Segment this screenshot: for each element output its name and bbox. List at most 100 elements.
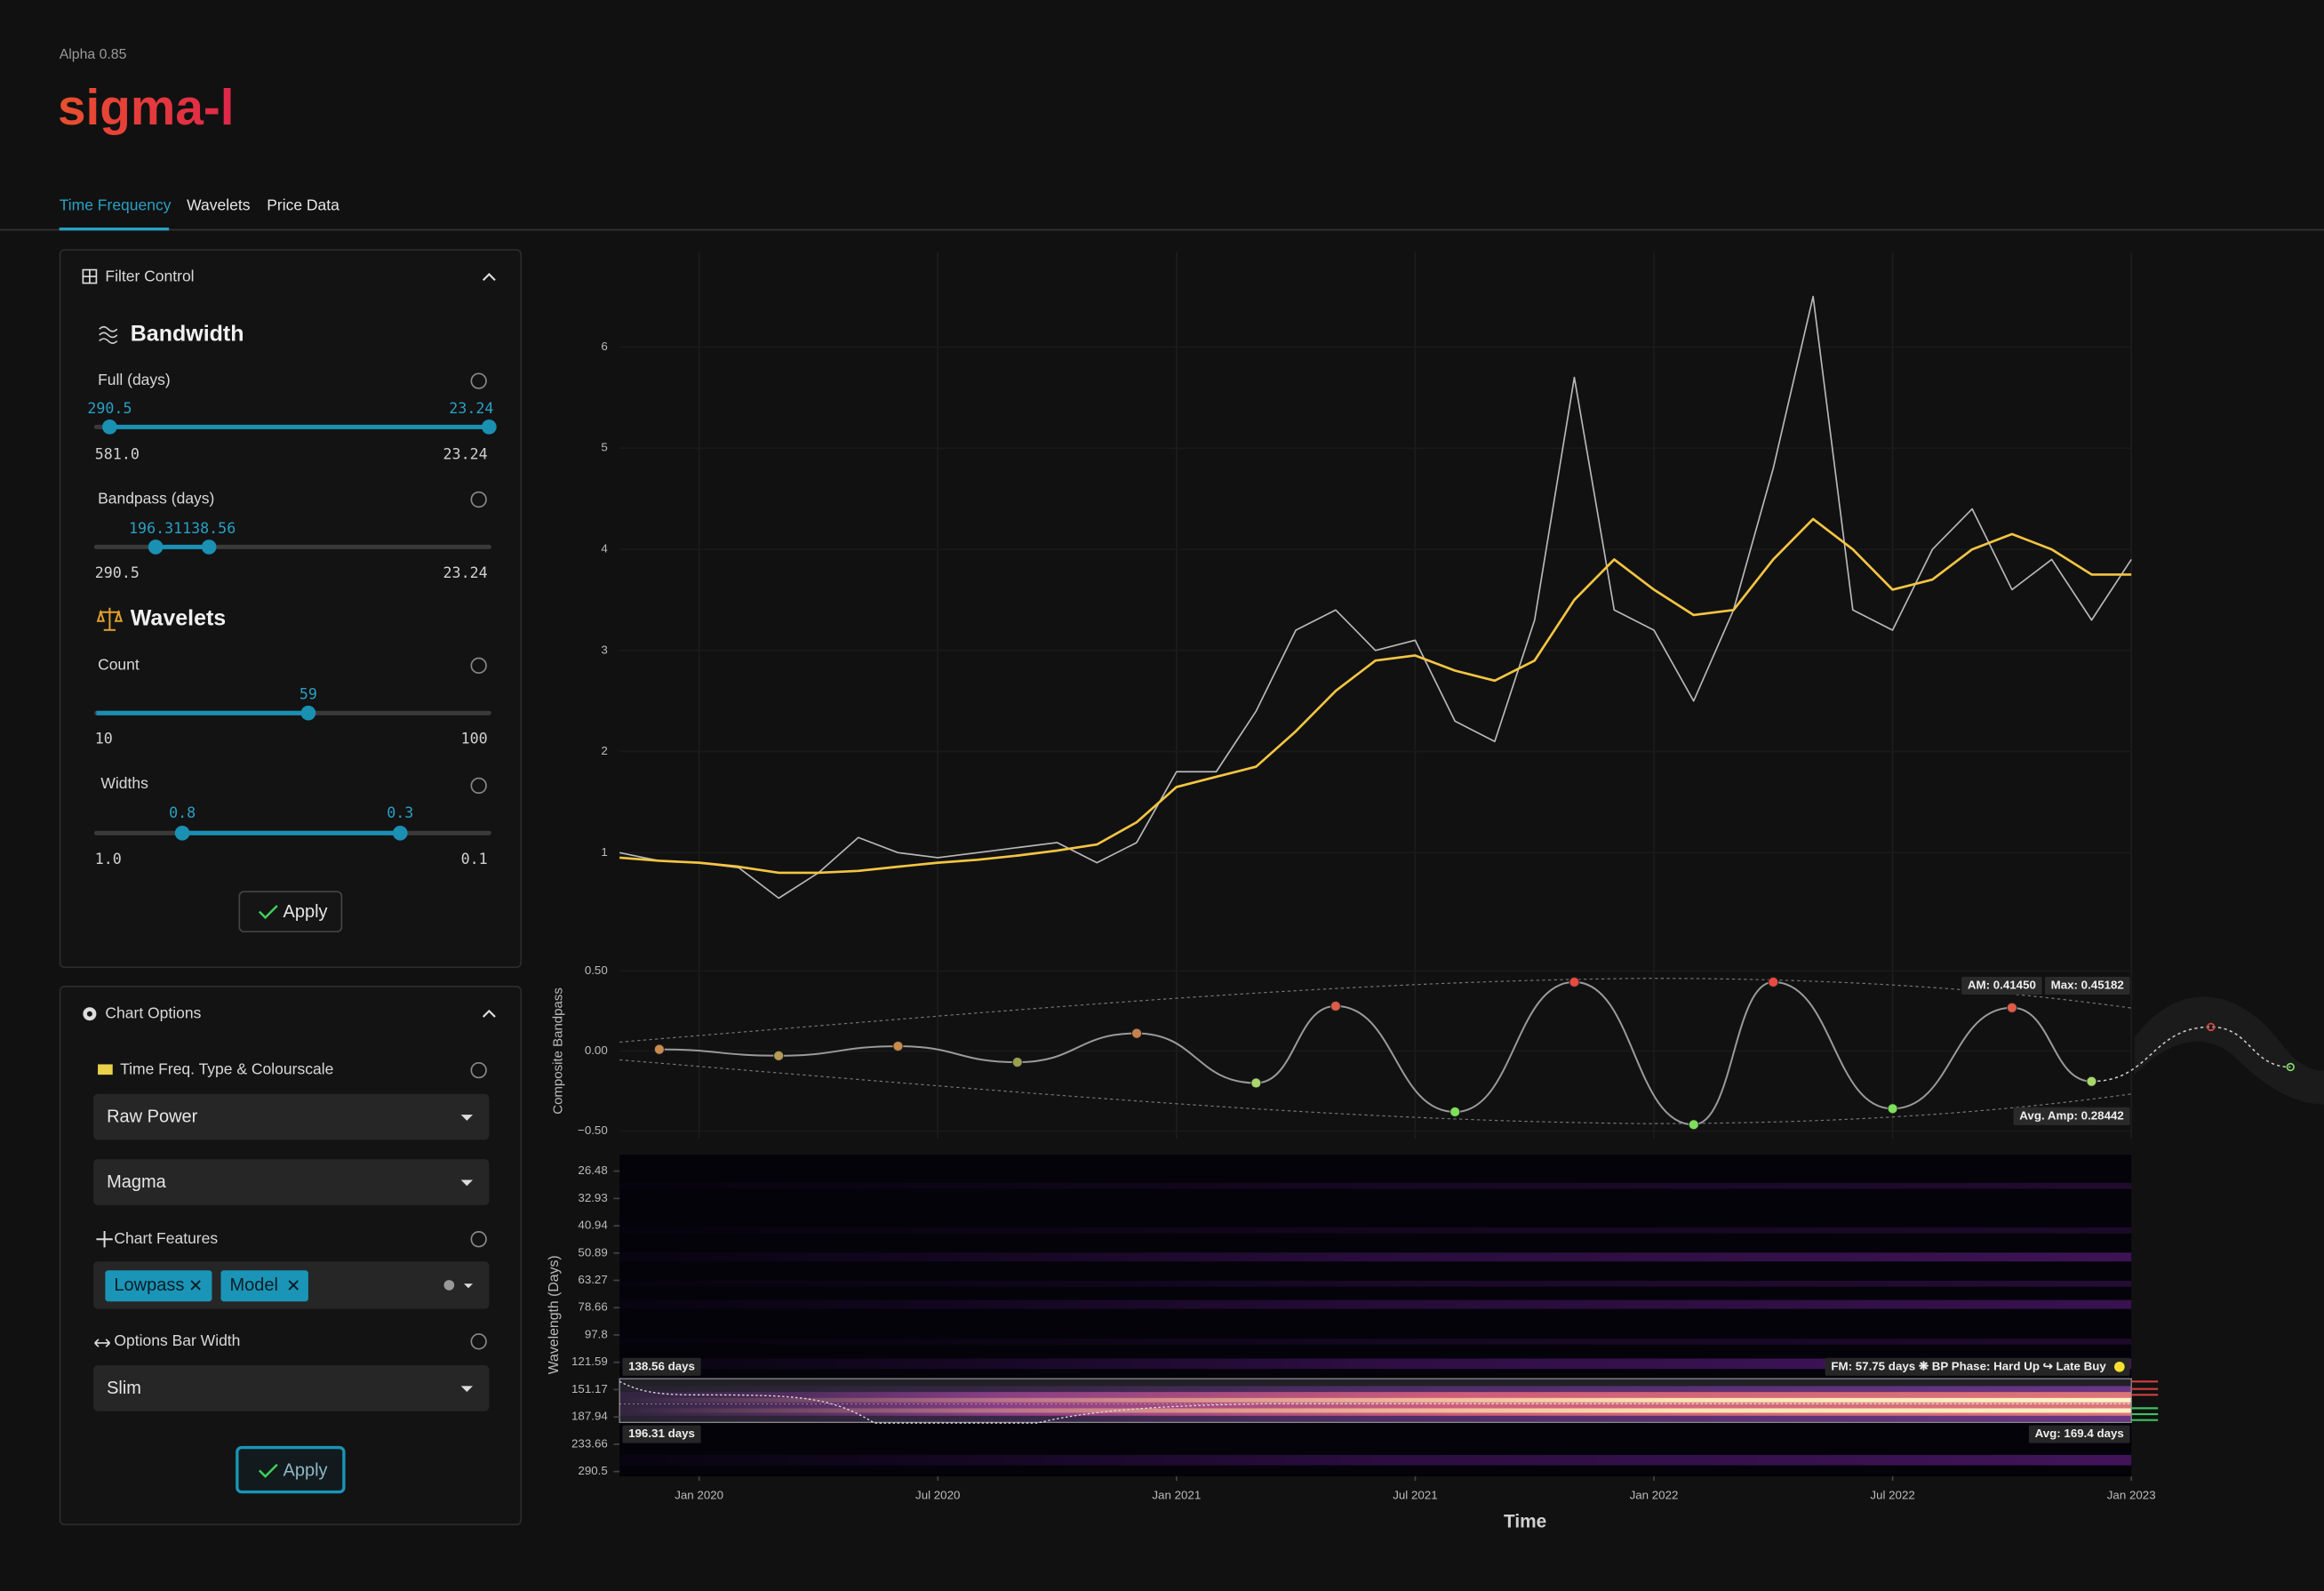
slider-max: 0.1 [461, 851, 488, 867]
slider-value: 0.3 [387, 804, 413, 821]
dropdown-value: Slim [107, 1379, 141, 1398]
y-tick-label: 5 [601, 441, 607, 454]
field-label: Chart Features [114, 1229, 218, 1247]
chip-label: Model [229, 1275, 277, 1295]
collapse-chevron[interactable] [482, 273, 496, 281]
panel [59, 249, 523, 969]
slider-handle[interactable] [102, 419, 117, 435]
help-icon[interactable] [470, 372, 487, 389]
slider-handle[interactable] [201, 540, 217, 555]
collapse-chevron[interactable] [482, 1009, 496, 1018]
dropdown-value: Magma [107, 1172, 167, 1192]
heat-band [619, 1280, 2132, 1287]
slider-min: 10 [95, 731, 113, 748]
y-tick-label: 0.50 [585, 963, 608, 977]
annotation-text: Avg. Amp: 0.28442 [2019, 1108, 2124, 1122]
heat-band [619, 1182, 2132, 1189]
y-tick-label: 1 [601, 845, 607, 859]
y-tick-label: 151.17 [571, 1382, 608, 1395]
y-tick-label: 121.59 [571, 1355, 608, 1368]
dropdown[interactable] [93, 1093, 490, 1140]
dropdown[interactable] [93, 1159, 490, 1205]
y-tick-label: 3 [601, 643, 607, 656]
annotation-box [2013, 1107, 2130, 1125]
tab[interactable]: Time Frequency [60, 196, 172, 213]
slider-handle[interactable] [174, 825, 190, 841]
chip-remove[interactable] [288, 1280, 299, 1291]
tab[interactable]: Price Data [267, 196, 339, 213]
extremum-point [1887, 1103, 1898, 1115]
slider-label: Bandpass (days) [98, 490, 214, 508]
x-tick-label: Jan 2021 [1152, 1488, 1201, 1501]
annotation-text: 196.31 days [628, 1427, 695, 1440]
heat-band [619, 1227, 2132, 1234]
x-tick-label: Jul 2021 [1393, 1488, 1437, 1501]
extremum-point [2207, 1022, 2216, 1032]
extremum-point [1688, 1119, 1699, 1131]
annotation-box [622, 1357, 701, 1376]
heat-core [619, 1408, 2132, 1413]
y-tick-label: 97.8 [585, 1327, 608, 1340]
check-icon [258, 1463, 278, 1478]
help-icon[interactable] [470, 777, 487, 795]
button-label[interactable]: Apply [284, 902, 328, 922]
slider-value: 290.5 [87, 400, 132, 417]
slider-max: 100 [461, 731, 488, 748]
slider-min: 1.0 [95, 851, 122, 867]
chip[interactable] [105, 1270, 212, 1302]
chip[interactable] [220, 1270, 308, 1302]
slider-value: 59 [299, 686, 317, 703]
slider-label: Widths [100, 774, 148, 792]
slider-min: 581.0 [95, 446, 140, 463]
annotation-box [1825, 1357, 2130, 1376]
apply-button[interactable]: Apply [236, 1445, 346, 1494]
extremum-point [1330, 1001, 1341, 1011]
slider-max: 23.24 [443, 564, 488, 581]
x-tick-label: Jan 2020 [675, 1488, 723, 1501]
help-icon[interactable] [470, 1061, 487, 1079]
chip-remove[interactable] [190, 1280, 201, 1291]
y-tick-label: 32.93 [578, 1191, 607, 1204]
slider-handle[interactable] [392, 825, 408, 841]
app-title: sigma-l [58, 80, 234, 136]
bandpass-box [619, 1378, 2132, 1423]
heat-band [619, 1454, 2132, 1466]
slider-handle[interactable] [300, 705, 316, 721]
y-tick-label: 6 [601, 340, 607, 353]
tab[interactable]: Wavelets [187, 196, 251, 213]
path [96, 609, 124, 622]
extremum-point [2286, 1062, 2295, 1072]
annotation: 138.56 days [622, 1357, 701, 1376]
button-frame[interactable] [238, 891, 343, 933]
button-label[interactable]: Apply [284, 1461, 328, 1481]
x-tick-label: Jan 2022 [1630, 1488, 1679, 1501]
button-frame[interactable] [236, 1445, 346, 1494]
heatmap-background [619, 1155, 2132, 1477]
help-icon[interactable] [470, 1333, 487, 1350]
dropdown[interactable] [93, 1364, 490, 1411]
slider-handle[interactable] [148, 540, 164, 555]
clear-icon[interactable] [443, 1280, 455, 1291]
annotation-box [2044, 977, 2130, 995]
slider-min: 290.5 [95, 564, 140, 581]
heat-band [619, 1358, 2132, 1370]
help-icon[interactable] [470, 491, 487, 508]
filter-control-panel: Filter Control Bandwidth Full (days) 290… [59, 249, 523, 969]
heat-band [619, 1252, 2132, 1262]
apply-button[interactable]: Apply [238, 891, 343, 933]
envelope [619, 978, 2132, 1043]
slider-label: Full (days) [98, 371, 171, 388]
help-icon[interactable] [470, 657, 487, 674]
section-heading: Bandwidth [131, 322, 244, 347]
annotation: Avg. Amp: 0.28442 [2013, 1107, 2130, 1125]
annotation: FM: 57.75 days ❋ BP Phase: Hard Up ↪ Lat… [1825, 1357, 2130, 1376]
heat-band [619, 1338, 2132, 1345]
slider-handle[interactable] [482, 419, 497, 435]
status-dot [2114, 1361, 2125, 1372]
y-tick-label: 50.89 [578, 1245, 607, 1259]
y-tick-label: 0.00 [585, 1043, 608, 1057]
dropdown-value: Raw Power [107, 1107, 198, 1127]
help-icon[interactable] [470, 1231, 487, 1248]
dropdown-arrow [463, 1283, 474, 1289]
extremum-point [1768, 977, 1779, 987]
